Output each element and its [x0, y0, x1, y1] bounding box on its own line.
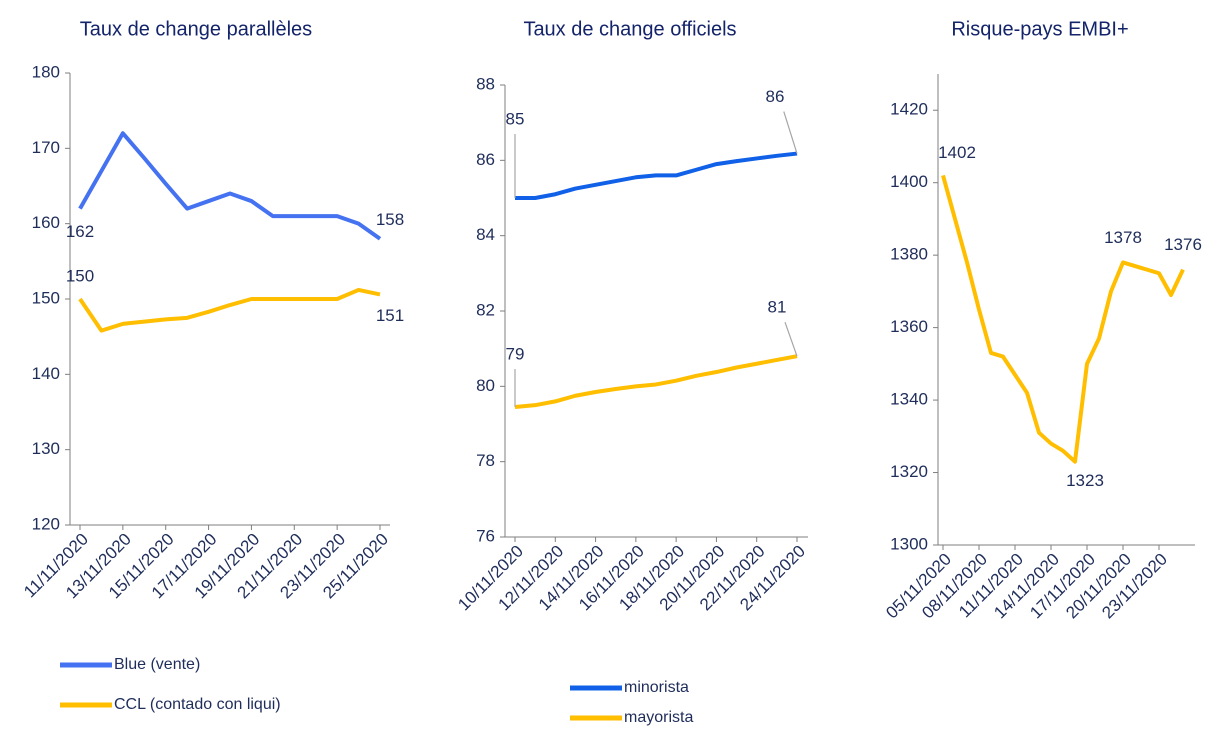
chart-title: Risque-pays EMBI+	[951, 18, 1128, 40]
y-tick-label: 82	[476, 300, 495, 319]
data-label: 86	[766, 87, 785, 106]
y-tick-label: 80	[476, 376, 495, 395]
data-label: 1376	[1164, 235, 1202, 254]
y-tick-label: 120	[32, 514, 60, 533]
legend-label: mayorista	[624, 709, 693, 726]
chart-title: Taux de change parallèles	[80, 18, 312, 40]
y-tick-label: 180	[32, 62, 60, 81]
data-label: 1378	[1104, 228, 1142, 247]
data-label: 158	[376, 210, 404, 229]
y-tick-label: 84	[476, 225, 495, 244]
y-tick-label: 1320	[890, 462, 928, 481]
series-line	[78, 287, 381, 333]
data-label: 85	[506, 109, 525, 128]
legend-label: CCL (contado con liqui)	[114, 696, 281, 713]
y-tick-label: 1420	[890, 100, 928, 119]
series-line	[78, 131, 382, 241]
chart-title: Taux de change officiels	[523, 18, 736, 40]
data-label: 1402	[938, 143, 976, 162]
data-label: 151	[376, 306, 404, 325]
series-line	[941, 174, 1185, 464]
leader-line	[783, 111, 798, 154]
y-tick-label: 1360	[890, 317, 928, 336]
series-line	[515, 151, 798, 200]
y-tick-label: 160	[32, 213, 60, 232]
data-label: 162	[66, 222, 94, 241]
y-tick-label: 76	[476, 526, 495, 545]
legend-label: minorista	[624, 679, 689, 696]
y-tick-label: 170	[32, 138, 60, 157]
y-tick-label: 1300	[890, 534, 928, 553]
data-label: 81	[768, 298, 787, 317]
legend-label: Blue (vente)	[114, 656, 200, 673]
y-tick-label: 78	[476, 451, 495, 470]
data-label: 79	[506, 345, 525, 364]
data-label: 150	[66, 266, 94, 285]
y-tick-label: 1340	[890, 390, 928, 409]
y-tick-label: 1380	[890, 245, 928, 264]
y-tick-label: 86	[476, 150, 495, 169]
y-tick-label: 140	[32, 364, 60, 383]
y-tick-label: 1400	[890, 172, 928, 191]
y-tick-label: 88	[476, 74, 495, 93]
series-line	[514, 354, 798, 410]
y-tick-label: 150	[32, 288, 60, 307]
data-label: 1323	[1066, 471, 1104, 490]
y-tick-label: 130	[32, 439, 60, 458]
leader-line	[784, 322, 798, 357]
